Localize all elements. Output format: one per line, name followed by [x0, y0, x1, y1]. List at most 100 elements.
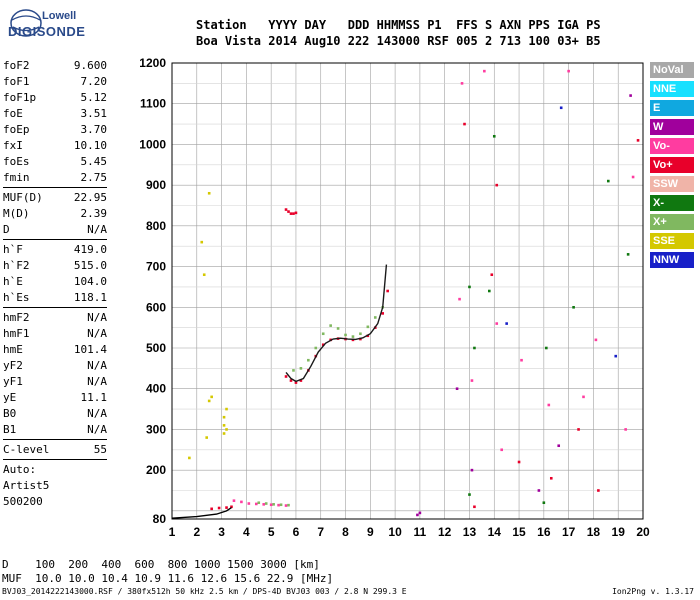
echo-point — [366, 325, 370, 329]
echo-point — [470, 468, 474, 472]
param-value: 5.45 — [80, 155, 108, 168]
echo-point — [247, 502, 251, 505]
x-tick-label: 15 — [512, 525, 526, 539]
param-row: hmF2 N/A — [3, 310, 107, 326]
echo-point — [606, 179, 610, 183]
echo-point — [636, 139, 640, 142]
echo-point — [631, 175, 635, 179]
echo-point — [292, 212, 295, 215]
echo-point — [210, 507, 213, 511]
param-value: 104.0 — [73, 275, 107, 288]
echo-point — [188, 456, 191, 460]
param-row: B1 N/A — [3, 422, 107, 438]
param-value: 22.95 — [73, 191, 107, 204]
echo-point — [225, 506, 228, 509]
footer-muf: MUF 10.0 10.0 10.4 10.9 11.6 12.6 15.6 2… — [2, 572, 334, 585]
y-tick-label: 1000 — [139, 137, 166, 151]
x-tick-label: 13 — [463, 525, 477, 539]
param-row: D N/A — [3, 222, 107, 238]
y-tick-label: 300 — [146, 422, 166, 436]
param-value: 55 — [93, 443, 107, 456]
legend-item: NNW — [650, 252, 694, 268]
param-value: N/A — [87, 423, 107, 436]
echo-point — [614, 354, 618, 358]
x-tick-label: 3 — [218, 525, 225, 539]
legend-item: X+ — [650, 214, 694, 230]
param-row: foF2 9.600 — [3, 58, 107, 74]
param-row: foEs 5.45 — [3, 154, 107, 170]
echo-point — [468, 493, 471, 496]
x-tick-label: 20 — [636, 525, 650, 539]
param-row: h`E 104.0 — [3, 274, 107, 290]
echo-point — [468, 285, 471, 289]
param-value: 7.20 — [80, 75, 108, 88]
param-row: B0 N/A — [3, 406, 107, 422]
param-row: MUF(D) 22.95 — [3, 190, 107, 206]
echo-point — [225, 428, 228, 431]
echo-point — [202, 273, 206, 277]
echo-point — [289, 379, 293, 382]
param-value: N/A — [87, 223, 107, 236]
param-value: 11.1 — [80, 391, 108, 404]
param-name: hmF2 — [3, 311, 30, 324]
param-row: C-level 55 — [3, 442, 107, 458]
echo-point — [473, 346, 476, 350]
echo-point — [222, 424, 226, 427]
y-tick-label: 1200 — [139, 56, 166, 70]
echo-point — [520, 358, 523, 362]
x-tick-label: 17 — [562, 525, 576, 539]
param-value: N/A — [87, 327, 107, 340]
param-row: yF1 N/A — [3, 374, 107, 390]
echo-point — [205, 436, 209, 439]
echo-point — [626, 253, 630, 256]
y-tick-label: 600 — [146, 300, 166, 314]
param-row: hmE 101.4 — [3, 342, 107, 358]
echo-point — [495, 322, 499, 325]
y-tick-label: 500 — [146, 341, 166, 355]
param-name: B0 — [3, 407, 17, 420]
echo-point — [294, 381, 298, 384]
param-row: M(D) 2.39 — [3, 206, 107, 222]
param-name: yF2 — [3, 359, 23, 372]
echo-point — [594, 338, 598, 342]
echo-point — [299, 379, 303, 382]
param-name: C-level — [3, 443, 50, 456]
echo-point — [492, 134, 496, 138]
echo-point — [279, 503, 283, 507]
echo-point — [254, 502, 258, 506]
header-labels: Station YYYY DAY DDD HHMMSS P1 FFS S AXN… — [196, 18, 601, 32]
x-tick-label: 14 — [488, 525, 502, 539]
param-value: 3.70 — [80, 123, 108, 136]
y-tick-label: 700 — [146, 260, 166, 274]
echo-point — [284, 504, 288, 507]
param-row: h`F2 515.0 — [3, 258, 107, 274]
echo-point — [272, 503, 275, 506]
echo-point — [460, 82, 464, 85]
echo-point — [463, 122, 466, 126]
param-name: foF1 — [3, 75, 30, 88]
echo-point — [483, 69, 486, 73]
y-tick-label: 1100 — [140, 97, 166, 111]
param-value: 118.1 — [73, 291, 107, 304]
echo-point — [314, 346, 318, 350]
logo-line2: DIGISONDE — [8, 24, 86, 39]
auto-line: Auto: — [3, 463, 37, 476]
param-row: foE 3.51 — [3, 106, 107, 122]
echo-point — [470, 379, 474, 382]
param-name: h`Es — [3, 291, 30, 304]
echo-point — [490, 273, 494, 277]
x-tick-label: 11 — [414, 525, 427, 539]
echo-point — [262, 503, 266, 506]
echo-point — [257, 501, 261, 505]
echo-point — [547, 403, 551, 407]
echo-point — [207, 399, 211, 403]
echo-point — [321, 343, 325, 347]
param-name: MUF(D) — [3, 191, 43, 204]
param-value: 515.0 — [73, 259, 107, 272]
echo-point — [458, 297, 461, 301]
param-name: B1 — [3, 423, 17, 436]
legend-item: W — [650, 119, 694, 135]
echo-point — [455, 387, 459, 391]
x-tick-label: 7 — [317, 525, 324, 539]
y-tick-label: 400 — [146, 382, 166, 396]
